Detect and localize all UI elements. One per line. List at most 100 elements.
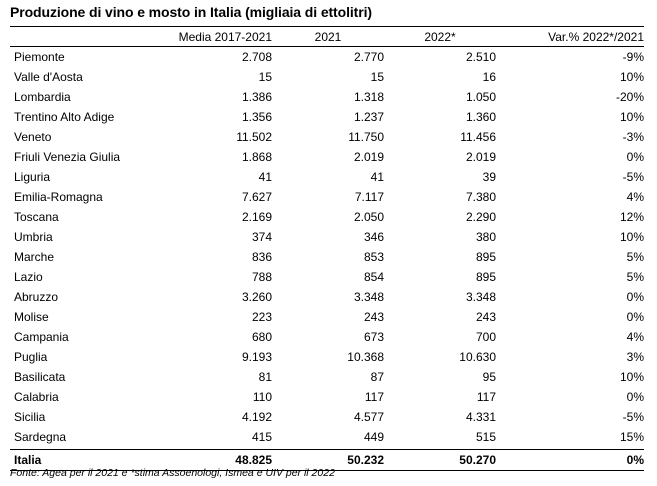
cell-value-2021: 854	[363, 270, 384, 284]
cell-value-2021: 87	[370, 370, 384, 384]
cell-value-2022: 895	[475, 250, 496, 264]
cell-value-2021: 41	[370, 170, 384, 184]
cell-media: 374	[251, 230, 272, 244]
table-row: Veneto 11.502 11.750 11.456 -3%	[10, 127, 644, 147]
cell-value-2022: 16	[482, 70, 496, 84]
cell-variation: 0%	[626, 310, 644, 324]
cell-variation: 5%	[626, 250, 644, 264]
cell-value-2021: 2.770	[353, 50, 384, 64]
cell-region: Sardegna	[14, 430, 67, 444]
cell-variation: 10%	[619, 110, 644, 124]
cell-variation: 3%	[626, 350, 644, 364]
cell-variation: 12%	[619, 210, 644, 224]
cell-media: 110	[252, 390, 272, 404]
cell-variation: 4%	[626, 190, 644, 204]
cell-media: 15	[258, 70, 272, 84]
cell-media: 2.708	[241, 50, 272, 64]
cell-region: Sicilia	[14, 410, 46, 424]
table-row: Friuli Venezia Giulia 1.868 2.019 2.019 0%	[10, 147, 644, 167]
cell-value-2022: 1.360	[465, 110, 496, 124]
cell-region: Basilicata	[14, 370, 66, 384]
cell-variation: 0%	[626, 290, 644, 304]
table-row: Sicilia 4.192 4.577 4.331 -5%	[10, 407, 644, 427]
cell-value-2022: 895	[475, 270, 496, 284]
total-2021: 50.232	[347, 453, 384, 467]
table-row: Liguria 41 41 39 -5%	[10, 167, 644, 187]
cell-region: Umbria	[14, 230, 53, 244]
cell-region: Friuli Venezia Giulia	[14, 150, 121, 164]
table-row: Marche 836 853 895 5%	[10, 247, 644, 267]
cell-value-2022: 380	[475, 230, 496, 244]
cell-region: Abruzzo	[14, 290, 59, 304]
header-2021: 2021	[314, 29, 342, 44]
table-row: Molise 223 243 243 0%	[10, 307, 644, 327]
cell-value-2021: 11.750	[348, 130, 384, 144]
table-row: Basilicata 81 87 95 10%	[10, 367, 644, 387]
cell-region: Marche	[14, 250, 55, 264]
cell-value-2022: 2.290	[465, 210, 496, 224]
cell-value-2021: 243	[363, 310, 384, 324]
cell-value-2021: 15	[370, 70, 384, 84]
cell-variation: 10%	[619, 70, 644, 84]
cell-value-2022: 3.348	[465, 290, 496, 304]
cell-media: 81	[258, 370, 272, 384]
cell-region: Calabria	[14, 390, 59, 404]
cell-media: 2.169	[241, 210, 272, 224]
cell-region: Valle d'Aosta	[14, 70, 83, 84]
table-row: Valle d'Aosta 15 15 16 10%	[10, 67, 644, 87]
cell-variation: -20%	[615, 90, 644, 104]
cell-value-2021: 1.237	[353, 110, 384, 124]
cell-variation: 10%	[619, 230, 644, 244]
cell-region: Molise	[14, 310, 49, 324]
cell-variation: 0%	[626, 150, 644, 164]
header-2022: 2022*	[424, 29, 456, 44]
cell-value-2022: 10.630	[459, 350, 496, 364]
cell-value-2021: 346	[363, 230, 384, 244]
cell-media: 41	[258, 170, 272, 184]
cell-value-2021: 3.348	[353, 290, 384, 304]
cell-media: 415	[251, 430, 272, 444]
cell-region: Veneto	[14, 130, 52, 144]
table-row: Emilia-Romagna 7.627 7.117 7.380 4%	[10, 187, 644, 207]
cell-media: 3.260	[241, 290, 272, 304]
cell-value-2022: 11.456	[460, 130, 496, 144]
table-row: Piemonte 2.708 2.770 2.510 -9%	[10, 47, 644, 67]
total-media: 48.825	[235, 453, 272, 467]
cell-media: 1.868	[241, 150, 272, 164]
table-row: Lazio 788 854 895 5%	[10, 267, 644, 287]
table-body: Piemonte 2.708 2.770 2.510 -9% Valle d'Aosta 1…	[10, 47, 644, 447]
cell-value-2022: 95	[482, 370, 496, 384]
total-variation: 0%	[626, 453, 644, 467]
cell-media: 1.356	[241, 110, 272, 124]
cell-value-2022: 1.050	[465, 90, 496, 104]
cell-value-2021: 10.368	[347, 350, 384, 364]
cell-variation: 4%	[626, 330, 644, 344]
table-row: Toscana 2.169 2.050 2.290 12%	[10, 207, 644, 227]
cell-value-2022: 700	[475, 330, 496, 344]
table-row: Campania 680 673 700 4%	[10, 327, 644, 347]
cell-value-2022: 2.019	[465, 150, 496, 164]
cell-region: Puglia	[14, 350, 48, 364]
cell-media: 7.627	[241, 190, 272, 204]
cell-value-2021: 7.117	[354, 190, 384, 204]
table-row: Trentino Alto Adige 1.356 1.237 1.360 10%	[10, 107, 644, 127]
cell-value-2022: 2.510	[465, 50, 496, 64]
cell-value-2022: 117	[476, 390, 496, 404]
cell-media: 788	[251, 270, 272, 284]
cell-value-2022: 7.380	[465, 190, 496, 204]
cell-media: 4.192	[241, 410, 272, 424]
source-note: Fonte: Agea per il 2021 e *stima Assoeno…	[10, 467, 335, 479]
cell-value-2021: 449	[363, 430, 384, 444]
cell-variation: -5%	[622, 170, 644, 184]
cell-variation: -3%	[622, 130, 644, 144]
total-label: Italia	[14, 453, 42, 467]
cell-media: 680	[251, 330, 272, 344]
table-title: Produzione di vino e mosto in Italia (mi…	[10, 4, 372, 20]
cell-value-2021: 2.050	[353, 210, 384, 224]
wine-production-table: Media 2017-2021 2021 2022* Var.% 2022*/2…	[10, 26, 644, 471]
cell-variation: -9%	[622, 50, 644, 64]
cell-variation: 10%	[619, 370, 644, 384]
cell-value-2022: 39	[482, 170, 496, 184]
cell-region: Emilia-Romagna	[14, 190, 103, 204]
cell-region: Trentino Alto Adige	[14, 110, 115, 124]
